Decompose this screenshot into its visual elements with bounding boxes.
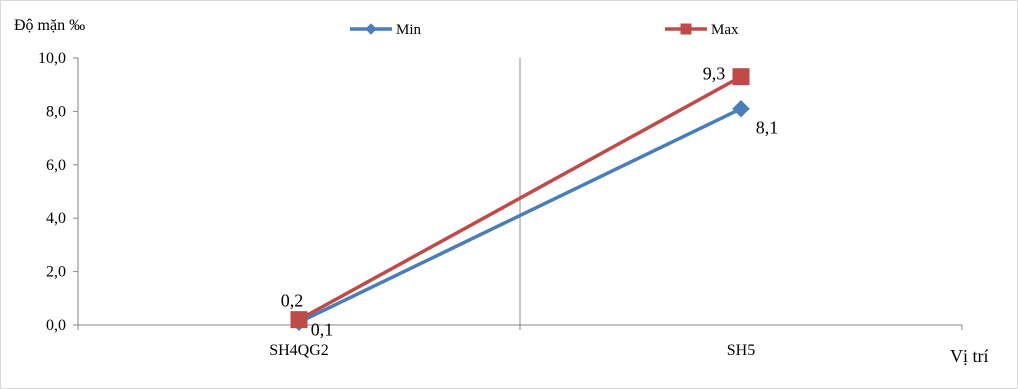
series-layer <box>290 68 750 332</box>
point-max <box>732 68 750 86</box>
data-labels: 0,1 8,1 0,2 9,3 <box>281 64 779 340</box>
x-tick-label: SH5 <box>727 342 755 359</box>
series-line-max <box>298 75 742 322</box>
data-label: 8,1 <box>756 118 779 138</box>
axes: 0,0 2,0 4,0 6,0 8,0 10,0 SH4QG2 SH5 <box>38 50 963 359</box>
y-axis-label: Độ mặn ‰ <box>14 17 85 34</box>
data-label: 9,3 <box>703 64 726 84</box>
legend-label: Min <box>396 22 422 38</box>
x-axis-label: Vị trí <box>950 346 989 366</box>
y-tick-label: 0,0 <box>46 317 66 334</box>
y-tick-label: 10,0 <box>38 50 66 67</box>
y-tick-label: 8,0 <box>46 103 66 120</box>
y-tick-label: 2,0 <box>46 264 66 281</box>
point-min <box>732 100 750 118</box>
data-label: 0,1 <box>311 319 334 339</box>
legend-marker-max <box>680 23 692 35</box>
y-tick-label: 6,0 <box>46 157 66 174</box>
legend: Min Max <box>350 22 739 38</box>
x-tick-label: SH4QG2 <box>269 342 329 359</box>
legend-label: Max <box>711 22 739 38</box>
series-line-min <box>298 107 742 324</box>
data-label: 0,2 <box>281 291 304 311</box>
point-max <box>290 311 308 329</box>
legend-marker-min <box>365 23 377 35</box>
y-tick-label: 4,0 <box>46 210 66 227</box>
